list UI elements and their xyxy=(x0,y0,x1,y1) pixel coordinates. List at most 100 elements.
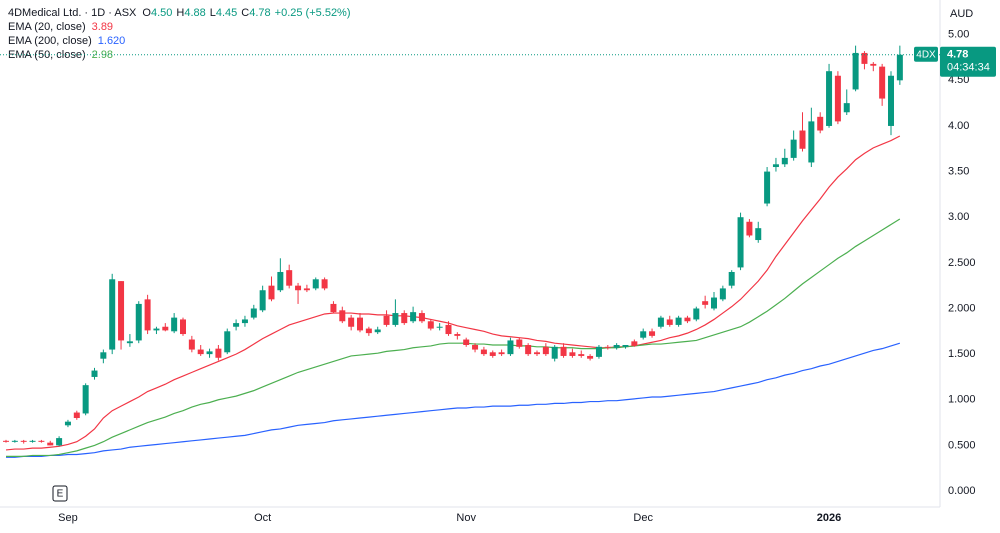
candle-body xyxy=(171,317,178,332)
candle-body xyxy=(82,385,89,414)
y-tick-label: 5.00 xyxy=(948,29,969,41)
x-tick-label: Sep xyxy=(58,512,78,524)
candle-body xyxy=(126,341,133,344)
candle-body xyxy=(303,288,310,291)
candle-body xyxy=(896,54,903,81)
y-tick-label: 2.500 xyxy=(948,257,976,269)
candle-body xyxy=(392,313,399,325)
candle-body xyxy=(118,281,125,341)
candle-body xyxy=(29,440,36,442)
candle-body xyxy=(144,299,151,331)
candle-body xyxy=(631,341,638,346)
candle-body xyxy=(772,164,779,168)
candle-body xyxy=(277,271,284,291)
legend-value: 3.89 xyxy=(92,21,113,33)
y-tick-label: 4.00 xyxy=(948,120,969,132)
candle-body xyxy=(330,303,337,313)
candle-body xyxy=(153,328,160,331)
x-tick-label: Dec xyxy=(633,512,653,524)
earnings-marker xyxy=(52,485,68,502)
ohlc-value: 4.45 xyxy=(216,7,237,19)
candle-body xyxy=(436,326,443,328)
legend-name: EMA (20, close) xyxy=(8,21,86,33)
candle-body xyxy=(604,346,611,348)
candle-body xyxy=(463,339,470,345)
candle-body xyxy=(826,71,833,126)
candle-body xyxy=(711,297,717,309)
candle-body xyxy=(799,130,806,149)
candle-body xyxy=(197,349,204,355)
candle-body xyxy=(551,346,558,359)
candle-body xyxy=(418,313,425,322)
ema-line xyxy=(5,135,901,451)
candle-body xyxy=(180,319,186,335)
candle-body xyxy=(728,271,735,286)
y-tick-label: 4.50 xyxy=(948,74,969,86)
y-tick-label: 1.500 xyxy=(948,348,976,360)
candle-body xyxy=(427,321,434,329)
candle-body xyxy=(870,63,877,66)
price-tag-countdown: 04:34:34 xyxy=(947,62,990,74)
candle-body xyxy=(578,354,585,356)
candle-body xyxy=(852,52,859,90)
candle-body xyxy=(879,66,886,99)
candle-body xyxy=(215,348,222,358)
candle-body xyxy=(321,279,328,289)
y-tick-label: 0.500 xyxy=(948,439,976,451)
candle-body xyxy=(834,75,841,122)
ohlc-key: C xyxy=(241,7,249,19)
price-tag-value: 4.78 xyxy=(947,49,968,61)
candle-body xyxy=(498,352,505,355)
candle-body xyxy=(843,103,850,113)
candle-body xyxy=(348,317,355,327)
candle-body xyxy=(11,440,18,442)
candle-body xyxy=(374,329,381,333)
candle-body xyxy=(47,442,54,446)
candle-body xyxy=(224,331,231,353)
candle-body xyxy=(162,326,169,331)
x-tick-label: Nov xyxy=(456,512,476,524)
candle-body xyxy=(3,440,9,442)
ema-line xyxy=(6,342,901,458)
candle-body xyxy=(410,312,417,322)
candle-body xyxy=(56,438,63,446)
candle-body xyxy=(383,315,390,325)
candle-body xyxy=(808,121,815,163)
candle-body xyxy=(675,317,682,325)
candle-body xyxy=(790,139,797,158)
candle-body xyxy=(640,331,647,338)
candle-body xyxy=(401,313,408,324)
candle-body xyxy=(702,301,709,305)
candle-body xyxy=(622,344,629,347)
y-tick-label: 3.50 xyxy=(948,165,969,177)
candle-body xyxy=(64,421,71,426)
candle-body xyxy=(445,324,452,335)
legend-value: 1.620 xyxy=(98,35,126,47)
candle-body xyxy=(746,221,753,236)
candle-body xyxy=(817,116,824,131)
candle-body xyxy=(516,339,523,347)
candle-body xyxy=(241,319,248,324)
candle-body xyxy=(250,308,257,318)
candle-body xyxy=(534,352,540,355)
candle-body xyxy=(480,349,487,355)
candle-body xyxy=(73,412,80,419)
candle-body xyxy=(737,217,744,268)
candle-body xyxy=(188,339,195,350)
candle-body xyxy=(365,328,372,334)
candle-body xyxy=(595,346,602,357)
candle-body xyxy=(525,344,532,355)
candle-body xyxy=(657,317,664,327)
candle-body xyxy=(489,352,496,356)
candle-body xyxy=(295,285,302,291)
candle-body xyxy=(206,351,213,355)
candle-body xyxy=(109,279,116,350)
x-tick-label: 2026 xyxy=(817,512,841,524)
ohlc-key: O xyxy=(142,7,151,19)
candle-body xyxy=(781,157,788,165)
earnings-label: E xyxy=(57,489,64,500)
candle-body xyxy=(100,352,107,359)
candle-body xyxy=(861,52,868,64)
legend-name: EMA (200, close) xyxy=(8,35,92,47)
